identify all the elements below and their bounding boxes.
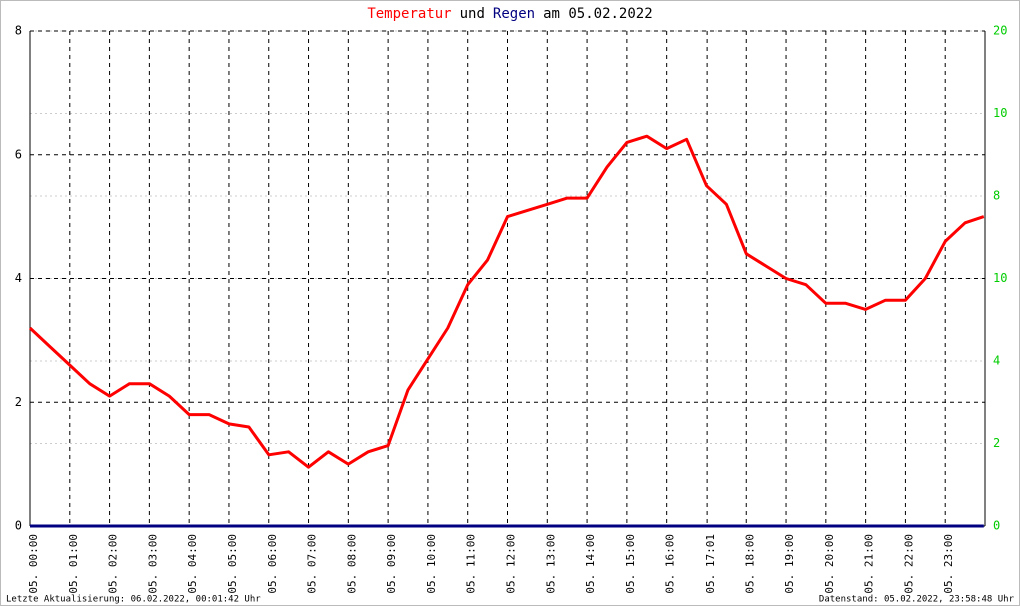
x-tick-label: 05. 07:00 (306, 534, 319, 594)
series-line (28, 134, 985, 469)
y2-tick-label: 2 (993, 436, 1000, 450)
y2-tick-label: 0 (993, 519, 1000, 533)
title-part: und (460, 6, 485, 22)
x-tick-label: 05. 15:00 (624, 534, 637, 594)
y-tick-label: 2 (15, 395, 22, 409)
x-tick-label: 05. 09:00 (385, 534, 398, 594)
x-tick-label: 05. 20:00 (823, 534, 836, 594)
x-tick-label: 05. 16:00 (664, 534, 677, 594)
x-tick-label: 05. 13:00 (544, 534, 557, 594)
x-tick-label: 05. 19:00 (783, 534, 796, 594)
x-tick-label: 05. 14:00 (584, 534, 597, 594)
x-tick-label: 05. 06:00 (266, 534, 279, 594)
y-tick-label: 6 (15, 147, 22, 161)
x-tick-label: 05. 02:00 (107, 534, 120, 594)
y2-tick-label: 10 (993, 271, 1007, 285)
y2-tick-label: 10 (993, 106, 1007, 120)
y-tick-label: 0 (15, 519, 22, 533)
x-tick-label: 05. 03:00 (146, 534, 159, 594)
y-tick-label: 4 (15, 271, 22, 285)
x-tick-label: 05. 11:00 (465, 534, 478, 594)
title-part: Temperatur (367, 6, 451, 22)
y2-tick-label: 4 (993, 354, 1000, 368)
x-tick-label: 05. 17:01 (704, 534, 717, 594)
title-part: am 05.02.2022 (543, 6, 653, 22)
x-tick-label: 05. 18:00 (743, 534, 756, 594)
x-tick-label: 05. 04:00 (186, 534, 199, 594)
y2-tick-label: 20 (993, 24, 1007, 38)
x-tick-label: 05. 21:00 (863, 534, 876, 594)
y2-tick-label: 8 (993, 189, 1000, 203)
x-tick-label: 05. 10:00 (425, 534, 438, 594)
y-tick-label: 8 (15, 24, 22, 38)
x-tick-label: 05. 00:00 (27, 534, 40, 594)
chart-title: Temperatur und Regen am 05.02.2022 (367, 6, 652, 22)
x-tick-label: 05. 23:00 (942, 534, 955, 594)
x-tick-label: 05. 05:00 (226, 534, 239, 594)
x-tick-label: 05. 01:00 (67, 534, 80, 594)
x-tick-label: 05. 12:00 (505, 534, 518, 594)
x-tick-label: 05. 22:00 (902, 534, 915, 594)
title-part: Regen (493, 6, 535, 22)
x-tick-label: 05. 08:00 (345, 534, 358, 594)
footer-right: Datenstand: 05.02.2022, 23:58:48 Uhr (819, 595, 1015, 605)
footer-left: Letzte Aktualisierung: 06.02.2022, 00:01… (6, 595, 261, 605)
